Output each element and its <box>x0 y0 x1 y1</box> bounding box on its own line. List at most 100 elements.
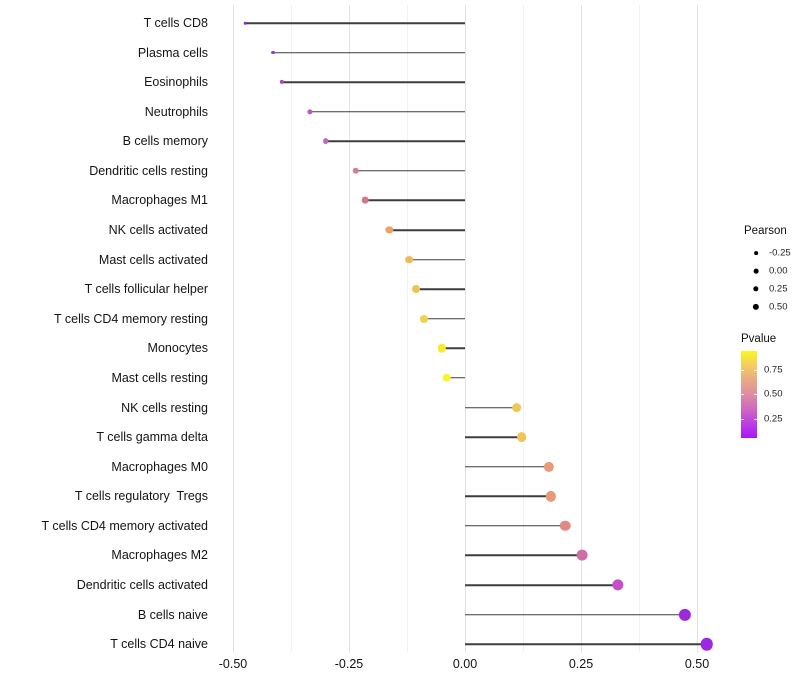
legend-color-title: Pvalue <box>741 333 777 345</box>
legend-color-tick <box>741 418 744 420</box>
legend-color-tick <box>741 394 744 395</box>
legend-size-dot <box>754 251 758 255</box>
y-axis-label: T cells follicular helper <box>84 281 208 296</box>
gridline-minor <box>291 5 292 653</box>
lollipop-stem <box>325 140 465 143</box>
legend-size-title: Pearson <box>744 225 787 237</box>
gridline-major <box>349 5 350 653</box>
lollipop-dot <box>270 50 275 55</box>
x-axis-tick-label: 0.25 <box>568 657 594 671</box>
lollipop-stem <box>465 406 517 409</box>
legend-size-dot <box>753 286 759 292</box>
gridline-minor <box>523 5 524 653</box>
lollipop-stem <box>465 495 551 498</box>
legend-color-tick-label: 0.50 <box>764 388 783 400</box>
legend-color-tick <box>754 369 757 371</box>
legend-color-tick <box>754 394 757 395</box>
lollipop-stem <box>424 318 465 320</box>
legend-size-dot <box>752 303 760 311</box>
lollipop-dot <box>576 550 588 561</box>
gridline-minor <box>407 5 408 653</box>
legend-size-label: 0.00 <box>769 265 788 277</box>
gridline-major <box>465 5 466 653</box>
lollipop-dot <box>511 402 522 413</box>
gridline-major <box>233 5 234 653</box>
legend-size-dot <box>753 268 759 274</box>
y-axis-label: T cells CD4 memory activated <box>41 518 209 533</box>
lollipop-dot <box>420 314 429 323</box>
y-axis-label: Monocytes <box>147 341 208 356</box>
legend-color-tick-label: 0.75 <box>764 363 783 375</box>
y-axis-label: B cells memory <box>122 134 208 149</box>
y-axis-label: T cells gamma delta <box>96 429 208 444</box>
lollipop-dot <box>678 608 692 621</box>
legend-color-tick <box>754 418 757 420</box>
legend-size-label: 0.50 <box>769 301 788 313</box>
lollipop-dot <box>307 109 313 115</box>
y-axis-label: Macrophages M1 <box>111 193 208 208</box>
lollipop-stem <box>465 525 566 527</box>
lollipop-stem <box>441 347 465 350</box>
lollipop-dot <box>559 520 571 532</box>
y-axis-label: NK cells resting <box>121 400 208 415</box>
y-axis-label: T cells CD8 <box>143 15 208 30</box>
y-axis-label: NK cells activated <box>108 222 208 237</box>
legend-color-tick <box>741 369 744 371</box>
lollipop-stem <box>465 584 619 586</box>
lollipop-stem <box>310 110 465 113</box>
lollipop-dot <box>437 344 446 353</box>
gridline-major <box>697 5 698 653</box>
x-axis-tick-label: 0.50 <box>684 657 710 671</box>
y-axis-label: T cells CD4 memory resting <box>54 311 208 326</box>
y-axis-label: Macrophages M2 <box>111 548 208 563</box>
x-axis-tick-label: -0.25 <box>334 657 364 671</box>
lollipop-stem <box>465 465 549 468</box>
lollipop-stem <box>415 288 465 290</box>
y-axis-label: Dendritic cells resting <box>89 163 208 178</box>
lollipop-dot <box>612 579 624 591</box>
y-axis-label: T cells regulatory Tregs <box>74 489 208 504</box>
lollipop-stem <box>465 436 522 438</box>
y-axis-label: Eosinophils <box>144 74 208 89</box>
lollipop-stem <box>272 51 465 54</box>
lollipop-dot <box>405 255 414 264</box>
y-axis-label: B cells naive <box>137 607 208 622</box>
legend-size-label: -0.25 <box>769 247 791 259</box>
lollipop-stem <box>355 170 465 172</box>
y-axis-label: Neutrophils <box>144 104 208 119</box>
lollipop-dot <box>545 491 556 502</box>
lollipop-dot <box>543 461 555 472</box>
gridline-major <box>581 5 582 653</box>
lollipop-dot <box>243 21 247 25</box>
lollipop-stem <box>409 258 465 261</box>
lollipop-dot <box>411 285 420 294</box>
x-axis-tick-label: 0.00 <box>452 657 478 671</box>
legend-color-gradient-bar <box>741 351 757 438</box>
gridline-minor <box>639 5 640 653</box>
lollipop-stem <box>389 229 465 231</box>
lollipop-stem <box>245 22 465 24</box>
x-axis-tick-label: -0.50 <box>218 657 248 671</box>
lollipop-stem <box>465 554 583 557</box>
lollipop-dot <box>442 373 452 383</box>
lollipop-dot <box>361 197 369 204</box>
y-axis-label: T cells CD4 naive <box>110 636 208 651</box>
lollipop-dot <box>352 167 360 175</box>
lollipop-dot <box>700 637 713 651</box>
lollipop-dot <box>516 432 527 443</box>
y-axis-label: Plasma cells <box>137 45 208 60</box>
lollipop-stem <box>465 613 685 616</box>
lollipop-dot <box>280 80 285 85</box>
y-axis-label: Macrophages M0 <box>111 459 208 474</box>
lollipop-stem <box>446 377 465 379</box>
lollipop-stem <box>282 81 465 83</box>
legend-size-label: 0.25 <box>769 283 788 295</box>
y-axis-label: Mast cells resting <box>111 370 208 385</box>
y-axis-label: Mast cells activated <box>98 252 208 267</box>
legend-color-tick-label: 0.25 <box>764 412 783 424</box>
lollipop-dot <box>322 138 329 145</box>
lollipop-stem <box>465 643 707 645</box>
lollipop-dot <box>385 226 394 234</box>
lollipop-stem <box>365 199 465 202</box>
